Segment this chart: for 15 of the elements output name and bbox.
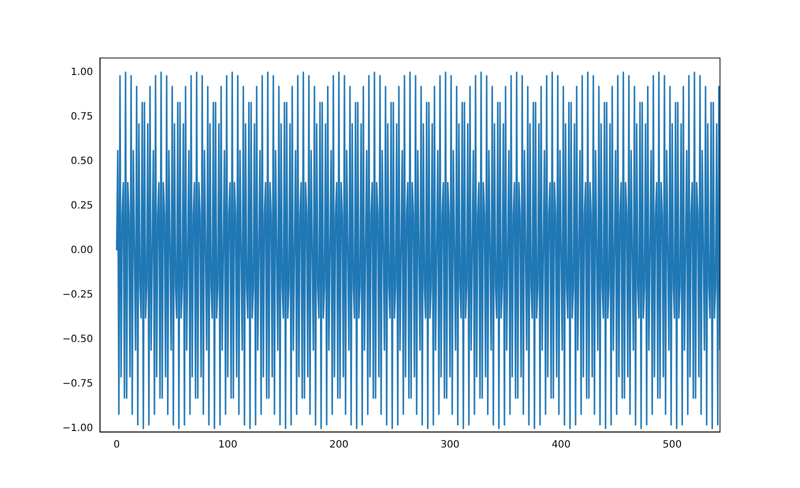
y-tick-label: −1.00 (62, 423, 93, 434)
x-tick-label: 300 (440, 440, 460, 451)
y-tick-label: −0.75 (62, 378, 93, 390)
x-tick-label: 200 (329, 440, 348, 451)
y-tick-label: −0.25 (62, 289, 93, 300)
y-tick-label: 1.00 (70, 66, 93, 78)
y-tick-label: −0.50 (62, 334, 93, 345)
x-tick-label: 500 (662, 440, 682, 451)
y-tick-label: 0.75 (70, 111, 93, 122)
y-tick-label: 0.50 (70, 156, 93, 167)
x-tick-label: 100 (218, 440, 238, 451)
x-tick-label: 400 (552, 440, 571, 451)
x-tick-label: 0 (113, 440, 120, 451)
y-tick-label: 0.25 (70, 200, 93, 212)
y-tick-label: 0.00 (70, 244, 93, 256)
